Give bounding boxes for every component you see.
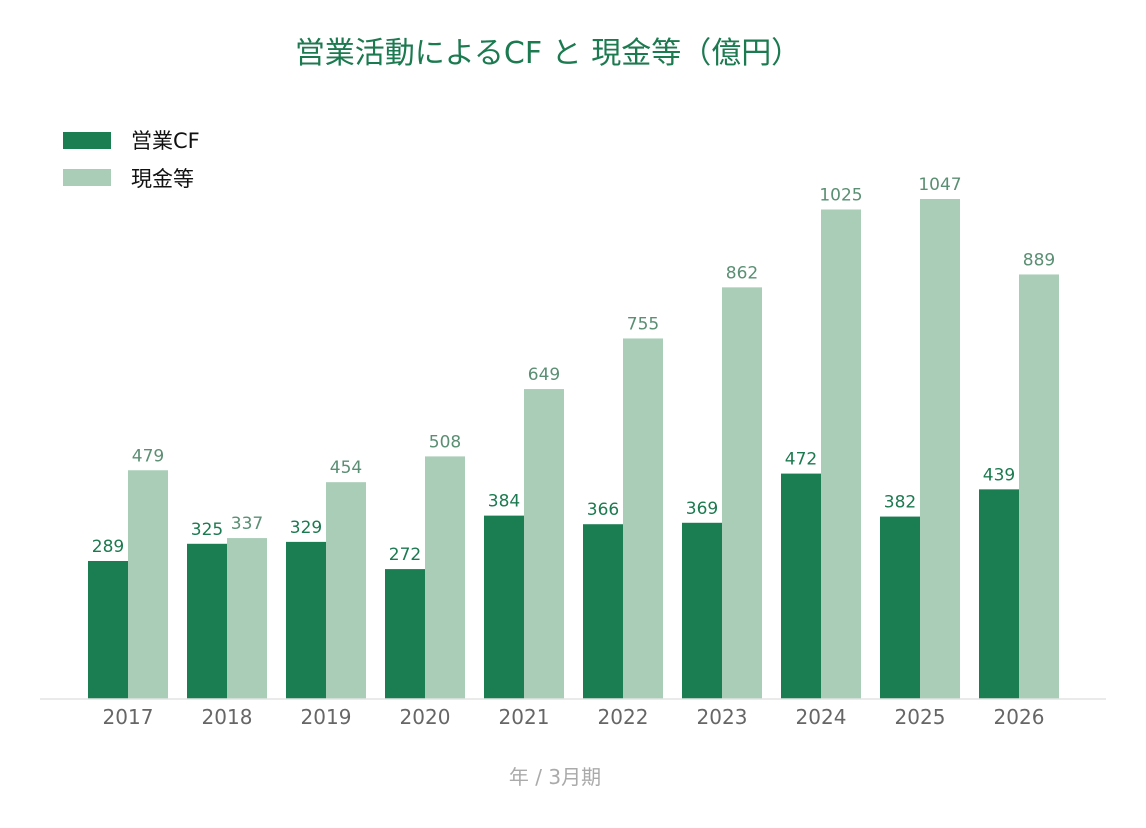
value-label-cash-2024: 1025 — [819, 186, 862, 206]
chart-title: 営業活動によるCF と 現金等（億円） — [295, 36, 801, 71]
bar-opcf-2017 — [88, 560, 128, 699]
bar-cash-2024 — [821, 209, 861, 699]
value-label-opcf-2024: 472 — [785, 450, 817, 470]
legend-swatch-opcf — [63, 132, 111, 149]
bar-cash-2018 — [227, 538, 267, 699]
bar-opcf-2024 — [781, 473, 821, 699]
value-label-opcf-2021: 384 — [488, 492, 520, 512]
value-label-cash-2021: 649 — [528, 365, 560, 385]
x-tick-label-2021: 2021 — [499, 705, 550, 729]
value-label-opcf-2017: 289 — [92, 537, 124, 557]
x-axis-label: 年 / 3月期 — [509, 765, 601, 789]
legend-swatch-cash — [63, 169, 111, 186]
legend: 営業CF 現金等 — [63, 129, 200, 191]
bar-opcf-2018 — [187, 543, 227, 699]
value-label-cash-2019: 454 — [330, 458, 362, 478]
x-tick-label-2022: 2022 — [598, 705, 649, 729]
bar-opcf-2019 — [286, 541, 326, 699]
bar-opcf-2023 — [682, 522, 722, 699]
bar-opcf-2021 — [484, 515, 524, 699]
bars — [88, 199, 1059, 699]
value-label-cash-2023: 862 — [726, 263, 758, 283]
bar-cash-2020 — [425, 456, 465, 699]
x-tick-label-2020: 2020 — [400, 705, 451, 729]
x-tick-label-2024: 2024 — [796, 705, 847, 729]
value-label-opcf-2018: 325 — [191, 520, 223, 540]
x-tick-label-2023: 2023 — [697, 705, 748, 729]
bar-cash-2019 — [326, 482, 366, 699]
value-label-opcf-2019: 329 — [290, 518, 322, 538]
bar-cash-2025 — [920, 199, 960, 699]
x-tick-label-2019: 2019 — [301, 705, 352, 729]
value-label-cash-2017: 479 — [132, 446, 164, 466]
x-tick-label-2025: 2025 — [895, 705, 946, 729]
bar-cash-2023 — [722, 287, 762, 699]
x-tick-label-2017: 2017 — [103, 705, 154, 729]
value-label-opcf-2022: 366 — [587, 500, 619, 520]
value-label-cash-2018: 337 — [231, 514, 263, 534]
value-label-opcf-2020: 272 — [389, 545, 421, 565]
bar-opcf-2020 — [385, 569, 425, 699]
value-label-cash-2022: 755 — [627, 314, 659, 334]
value-label-cash-2025: 1047 — [918, 175, 961, 195]
bar-opcf-2022 — [583, 524, 623, 699]
value-label-cash-2026: 889 — [1023, 250, 1055, 270]
bar-cash-2022 — [623, 338, 663, 699]
bar-cash-2021 — [524, 389, 564, 699]
bar-cash-2026 — [1019, 274, 1059, 699]
legend-label-cash: 現金等 — [131, 167, 194, 191]
value-label-opcf-2026: 439 — [983, 465, 1015, 485]
value-label-opcf-2025: 382 — [884, 493, 916, 513]
value-labels: 289 479 325 337 329 454 272 508 384 649 366 755 369 8… — [92, 175, 1055, 565]
bar-cash-2017 — [128, 470, 168, 699]
value-label-opcf-2023: 369 — [686, 499, 718, 519]
x-tick-label-2018: 2018 — [202, 705, 253, 729]
bar-opcf-2026 — [979, 489, 1019, 699]
value-label-cash-2020: 508 — [429, 432, 461, 452]
legend-label-opcf: 営業CF — [131, 129, 200, 153]
bar-opcf-2025 — [880, 516, 920, 699]
x-tick-labels: 2017 2018 2019 2020 2021 2022 2023 2024 2025 2026 — [103, 705, 1045, 729]
x-tick-label-2026: 2026 — [994, 705, 1045, 729]
